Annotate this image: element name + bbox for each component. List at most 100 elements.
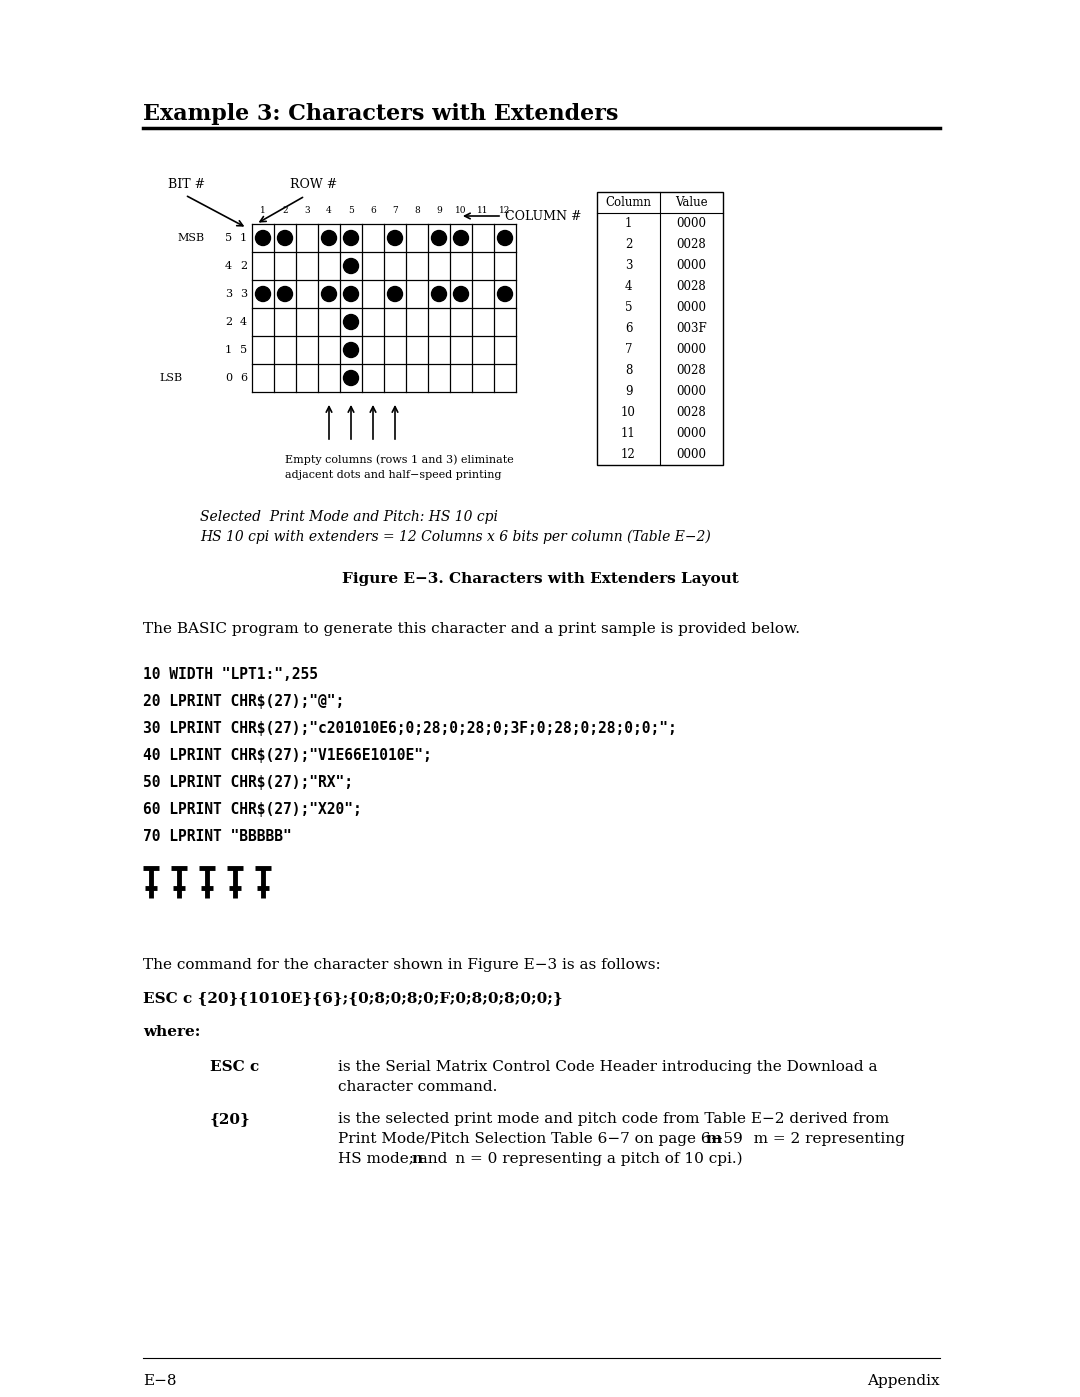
- Text: 11: 11: [477, 205, 489, 215]
- Text: 4: 4: [624, 279, 632, 293]
- Text: Example 3: Characters with Extenders: Example 3: Characters with Extenders: [143, 103, 619, 124]
- Text: 4: 4: [240, 317, 247, 327]
- Circle shape: [343, 342, 359, 358]
- Text: HS 10 cpi with extenders = 12 Columns x 6 bits per column (Table E−2): HS 10 cpi with extenders = 12 Columns x …: [200, 529, 711, 545]
- Text: 11: 11: [621, 427, 636, 440]
- Text: 70 LPRINT "BBBBB": 70 LPRINT "BBBBB": [143, 828, 292, 844]
- Text: 10: 10: [621, 407, 636, 419]
- Text: character command.: character command.: [338, 1080, 498, 1094]
- Text: ESC c: ESC c: [210, 1060, 259, 1074]
- Text: 1: 1: [240, 233, 247, 243]
- Text: 7: 7: [392, 205, 397, 215]
- Text: 12: 12: [499, 205, 511, 215]
- Text: 3: 3: [305, 205, 310, 215]
- Text: n: n: [411, 1153, 423, 1166]
- Text: 60 LPRINT CHR$(27);"X20";: 60 LPRINT CHR$(27);"X20";: [143, 802, 362, 817]
- Text: MSB: MSB: [178, 233, 205, 243]
- Circle shape: [498, 286, 513, 302]
- Text: Value: Value: [675, 196, 707, 210]
- Text: 0000: 0000: [676, 300, 706, 314]
- Text: adjacent dots and half−speed printing: adjacent dots and half−speed printing: [285, 469, 501, 481]
- Text: 0000: 0000: [676, 448, 706, 461]
- Text: 9: 9: [436, 205, 442, 215]
- Circle shape: [278, 231, 293, 246]
- Text: 10 WIDTH "LPT1:",255: 10 WIDTH "LPT1:",255: [143, 666, 318, 682]
- Circle shape: [454, 286, 469, 302]
- Circle shape: [343, 286, 359, 302]
- Text: 8: 8: [625, 365, 632, 377]
- Text: 0: 0: [225, 373, 232, 383]
- Text: BIT #: BIT #: [168, 177, 205, 191]
- Text: 0028: 0028: [677, 407, 706, 419]
- Text: Empty columns (rows 1 and 3) eliminate: Empty columns (rows 1 and 3) eliminate: [285, 454, 514, 465]
- Text: 003F: 003F: [676, 321, 707, 335]
- Text: Column: Column: [606, 196, 651, 210]
- Circle shape: [432, 286, 446, 302]
- Text: COLUMN #: COLUMN #: [505, 210, 581, 222]
- Circle shape: [343, 314, 359, 330]
- Text: 50 LPRINT CHR$(27);"RX";: 50 LPRINT CHR$(27);"RX";: [143, 775, 353, 789]
- Text: 2: 2: [225, 317, 232, 327]
- Text: 2: 2: [240, 261, 247, 271]
- Text: 4: 4: [225, 261, 232, 271]
- Text: 4: 4: [326, 205, 332, 215]
- Circle shape: [498, 231, 513, 246]
- Text: 1: 1: [260, 205, 266, 215]
- Text: 0028: 0028: [677, 237, 706, 251]
- Text: 0000: 0000: [676, 217, 706, 231]
- Circle shape: [343, 231, 359, 246]
- Text: 0028: 0028: [677, 279, 706, 293]
- Text: 10: 10: [456, 205, 467, 215]
- Text: The command for the character shown in Figure E−3 is as follows:: The command for the character shown in F…: [143, 958, 661, 972]
- Text: 20 LPRINT CHR$(27);"@";: 20 LPRINT CHR$(27);"@";: [143, 694, 345, 710]
- Text: 0000: 0000: [676, 386, 706, 398]
- Circle shape: [343, 370, 359, 386]
- Text: is the Serial Matrix Control Code Header introducing the Download a: is the Serial Matrix Control Code Header…: [338, 1060, 877, 1074]
- Text: Selected  Print Mode and Pitch: HS 10 cpi: Selected Print Mode and Pitch: HS 10 cpi: [200, 510, 498, 524]
- Text: 1: 1: [225, 345, 232, 355]
- Text: 6: 6: [240, 373, 247, 383]
- Text: E−8: E−8: [143, 1375, 176, 1389]
- Text: Print Mode/Pitch Selection Table 6−7 on page 6−59   m = 2 representing: Print Mode/Pitch Selection Table 6−7 on …: [338, 1132, 905, 1146]
- Text: 5: 5: [240, 345, 247, 355]
- Text: 12: 12: [621, 448, 636, 461]
- Text: 40 LPRINT CHR$(27);"V1E66E1010E";: 40 LPRINT CHR$(27);"V1E66E1010E";: [143, 747, 432, 763]
- Text: 6: 6: [370, 205, 376, 215]
- Circle shape: [343, 258, 359, 274]
- Text: 3: 3: [240, 289, 247, 299]
- Circle shape: [322, 286, 337, 302]
- Text: 0000: 0000: [676, 427, 706, 440]
- Text: 0028: 0028: [677, 365, 706, 377]
- Text: 30 LPRINT CHR$(27);"c201010E6;0;28;0;28;0;3F;0;28;0;28;0;0;";: 30 LPRINT CHR$(27);"c201010E6;0;28;0;28;…: [143, 721, 677, 736]
- Text: 1: 1: [625, 217, 632, 231]
- Text: 0000: 0000: [676, 258, 706, 272]
- Text: Appendix: Appendix: [867, 1375, 940, 1389]
- Text: ROW #: ROW #: [291, 177, 337, 191]
- Text: The BASIC program to generate this character and a print sample is provided belo: The BASIC program to generate this chara…: [143, 622, 800, 636]
- Text: 5: 5: [225, 233, 232, 243]
- Circle shape: [322, 231, 337, 246]
- Text: HS mode; and  n = 0 representing a pitch of 10 cpi.): HS mode; and n = 0 representing a pitch …: [338, 1153, 743, 1166]
- Text: 7: 7: [624, 344, 632, 356]
- Circle shape: [432, 231, 446, 246]
- Text: LSB: LSB: [160, 373, 183, 383]
- Circle shape: [256, 231, 270, 246]
- Text: 6: 6: [624, 321, 632, 335]
- Text: 9: 9: [624, 386, 632, 398]
- Circle shape: [454, 231, 469, 246]
- Text: m: m: [706, 1132, 723, 1146]
- Text: 2: 2: [282, 205, 287, 215]
- Text: 2: 2: [625, 237, 632, 251]
- Text: 3: 3: [624, 258, 632, 272]
- Text: is the selected print mode and pitch code from Table E−2 derived from: is the selected print mode and pitch cod…: [338, 1112, 889, 1126]
- Text: 5: 5: [624, 300, 632, 314]
- Circle shape: [388, 231, 403, 246]
- Text: ESC c {20}{1010E}{6};{0;8;0;8;0;F;0;8;0;8;0;0;}: ESC c {20}{1010E}{6};{0;8;0;8;0;F;0;8;0;…: [143, 990, 563, 1004]
- Text: 3: 3: [225, 289, 232, 299]
- Text: 8: 8: [414, 205, 420, 215]
- Text: 0000: 0000: [676, 344, 706, 356]
- Circle shape: [256, 286, 270, 302]
- Bar: [597, 191, 723, 465]
- Text: where:: where:: [143, 1025, 201, 1039]
- Circle shape: [388, 286, 403, 302]
